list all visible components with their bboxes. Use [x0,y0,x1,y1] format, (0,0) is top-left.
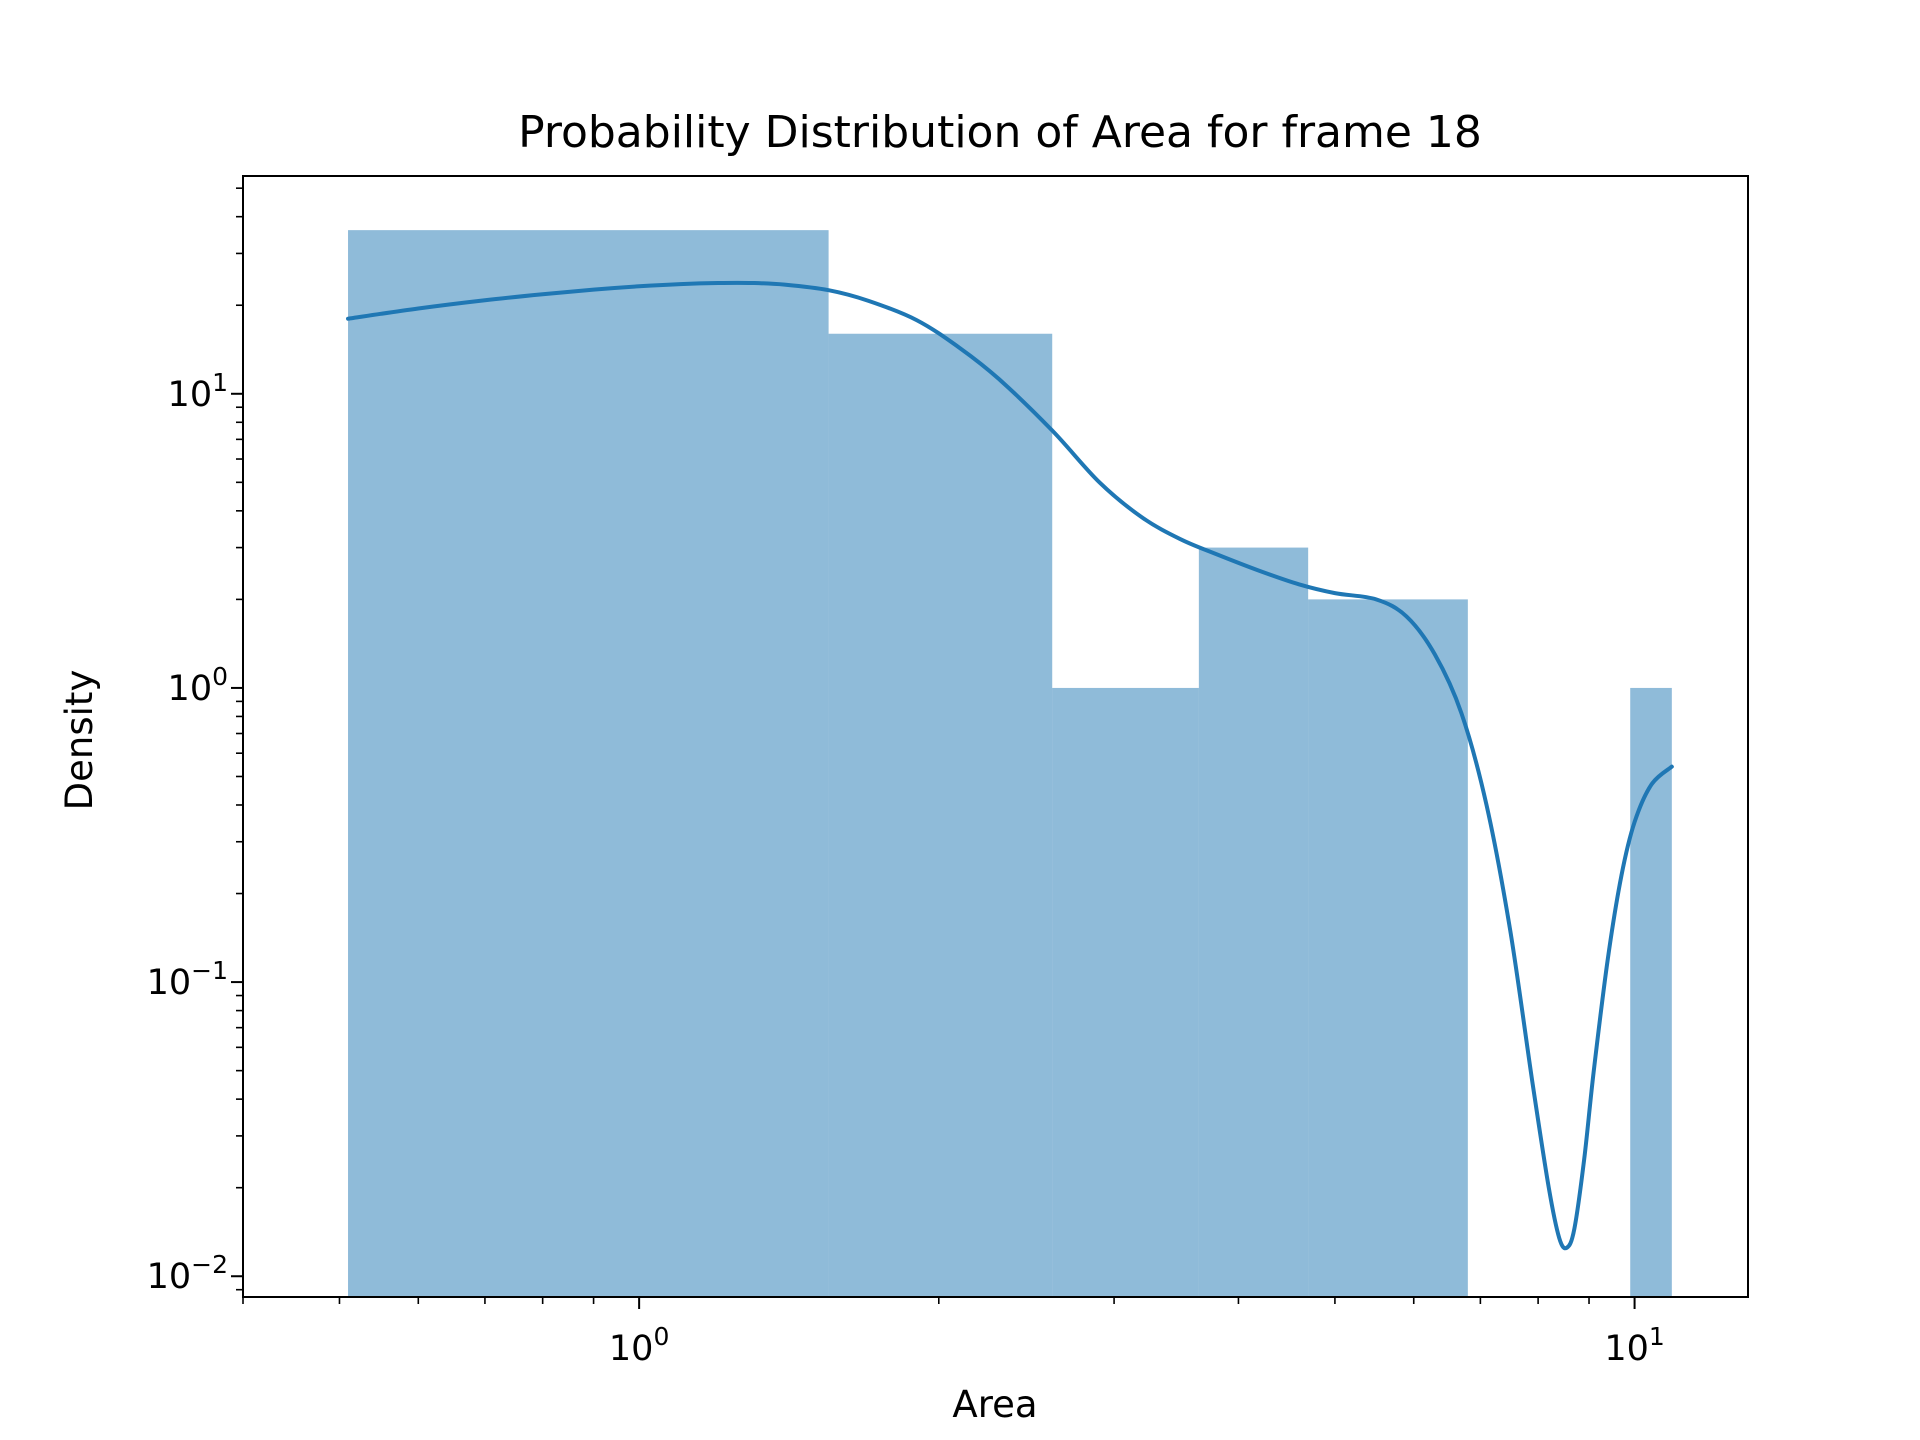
x-axis-ticks: 100 101 [242,1297,1665,1369]
x-tick-label: 100 [609,1322,669,1369]
histogram-bars [348,230,1672,1298]
y-axis-label: Density [58,670,101,811]
histogram-bar-2 [828,333,1053,1298]
histogram-bar-5 [1308,599,1468,1297]
y-tick-label: 10−1 [147,956,228,1003]
histogram-bar-4 [1198,547,1309,1297]
plot-frame [242,175,1749,1298]
x-axis-label: Area [952,1383,1037,1426]
kde-curve [346,280,1674,1251]
y-tick-label: 101 [168,368,228,415]
histogram-bar-3 [1052,687,1199,1297]
y-tick-label: 10−2 [147,1250,228,1297]
x-tick-label: 101 [1604,1322,1664,1369]
kde-curve-group [346,280,1674,1251]
y-tick-label: 100 [168,662,228,709]
histogram-bar-6 [1630,687,1672,1297]
y-axis-ticks: 101 100 10−1 10−2 [147,187,243,1297]
histogram-bar-1 [348,230,829,1297]
chart-title: Probability Distribution of Area for fra… [518,107,1482,158]
